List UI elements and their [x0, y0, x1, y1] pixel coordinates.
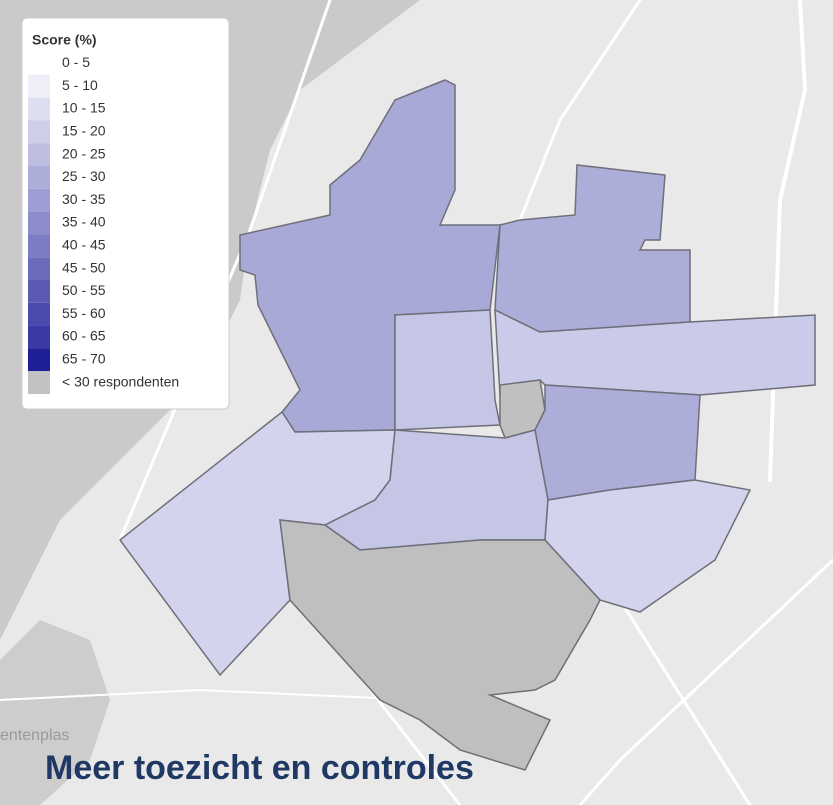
legend-swatch — [28, 143, 50, 166]
legend-swatch — [28, 348, 50, 372]
region — [394, 309, 501, 431]
legend-box — [21, 17, 230, 410]
legend-swatch — [28, 234, 50, 258]
legend-label: 35 - 40 — [62, 214, 106, 230]
legend-label: 50 - 55 — [62, 282, 106, 298]
legend-label: 15 - 20 — [62, 123, 106, 139]
region — [279, 519, 601, 771]
legend-label: 0 - 5 — [62, 54, 90, 70]
legend-swatch — [28, 325, 50, 349]
legend-label: 30 - 35 — [62, 191, 106, 207]
legend-swatch — [28, 188, 50, 212]
legend-items: 0 - 5 5 - 10 10 - 15 15 - 20 20 - 25 25 - 30 3… — [28, 52, 179, 394]
legend-label: 40 - 45 — [62, 237, 106, 253]
legend-swatch — [28, 211, 50, 235]
legend-label: 10 - 15 — [62, 100, 106, 116]
legend-label: 65 - 70 — [62, 351, 106, 367]
legend-label: 20 - 25 — [62, 145, 106, 161]
legend-swatch — [28, 52, 50, 75]
legend-swatch — [28, 166, 50, 189]
title: Meer toezicht en controles — [45, 749, 474, 787]
legend-label: 45 - 50 — [62, 259, 106, 275]
legend-swatch — [28, 97, 50, 121]
legend-label: 5 - 10 — [62, 77, 98, 93]
map-label: entenplas — [0, 727, 69, 744]
legend-swatch — [28, 257, 50, 280]
region — [239, 79, 501, 433]
legend-label: 60 - 65 — [62, 328, 106, 344]
legend-swatch — [28, 280, 50, 303]
legend-swatch — [28, 120, 50, 144]
legend-label: 25 - 30 — [62, 168, 106, 184]
regions — [118, 79, 816, 771]
legend-swatch — [28, 371, 50, 394]
legend-label: < 30 respondenten — [62, 373, 179, 389]
legend-swatch — [28, 74, 50, 98]
legend-title: Score (%) — [32, 32, 97, 48]
legend-swatch — [28, 302, 50, 326]
legend-label: 55 - 60 — [62, 305, 106, 321]
water — [0, 620, 110, 805]
